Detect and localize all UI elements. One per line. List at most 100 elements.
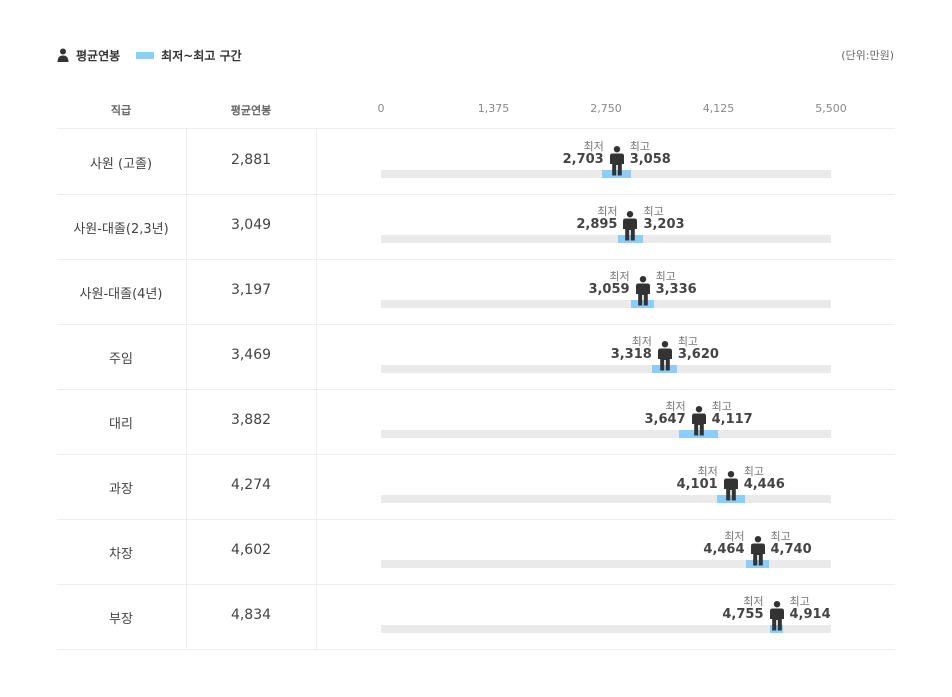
min-tag: 최저: [609, 270, 630, 283]
avg-person-icon: [691, 406, 706, 436]
range-track: [381, 430, 831, 438]
avg-person-icon: [723, 471, 738, 501]
range-track: [381, 235, 831, 243]
salary-range-bar: [617, 235, 644, 243]
min-value-label: 4,755: [722, 607, 764, 622]
rank-label: 주임: [109, 352, 133, 367]
table-row: 부장 4,834 최저 4,755 최고 4,914: [57, 584, 895, 650]
avg-salary-value: 3,197: [230, 282, 272, 298]
range-track: [381, 625, 831, 633]
header-avg: 평균연봉: [230, 104, 272, 117]
max-value-label: 3,336: [655, 282, 697, 297]
range-track: [381, 300, 831, 308]
column-divider: [186, 259, 187, 324]
column-divider: [316, 259, 317, 324]
max-value-label: 4,446: [743, 477, 785, 492]
avg-person-icon: [623, 211, 638, 241]
range-track: [381, 495, 831, 503]
avg-salary-value: 3,049: [230, 217, 272, 233]
max-tag: 최고: [677, 335, 699, 348]
column-divider: [186, 194, 187, 259]
x-tick-label: 4,125: [702, 102, 735, 115]
table-row: 과장 4,274 최저 4,101 최고 4,446: [57, 454, 895, 520]
table-row: 주임 3,469 최저 3,318 최고 3,620: [57, 324, 895, 390]
rank-label: 과장: [109, 482, 133, 497]
unit-label: (단위:만원): [841, 49, 894, 62]
table-row: 사원-대졸(2,3년) 3,049 최저 2,895 최고 3,203: [57, 194, 895, 260]
range-track: [381, 560, 831, 568]
max-tag: 최고: [743, 465, 764, 478]
avg-person-icon: [769, 601, 784, 631]
min-value-label: 3,647: [644, 412, 686, 427]
legend-range-label: 최저~최고 구간: [161, 48, 242, 63]
avg-salary-value: 2,881: [230, 152, 272, 168]
min-tag: 최저: [597, 205, 618, 218]
max-value-label: 4,740: [770, 542, 812, 557]
avg-salary-value: 3,469: [230, 347, 272, 363]
column-divider: [316, 389, 317, 454]
rank-label: 사원 (고졸): [89, 157, 153, 172]
table-row: 사원 (고졸) 2,881 최저 2,703 최고 3,058: [57, 129, 895, 195]
salary-range-bar: [746, 560, 769, 568]
min-tag: 최저: [583, 140, 604, 153]
avg-person-icon: [750, 536, 765, 566]
min-tag: 최저: [697, 465, 718, 478]
max-tag: 최고: [789, 595, 810, 608]
column-divider: [316, 584, 317, 649]
max-tag: 최고: [655, 270, 676, 283]
avg-salary-value: 4,602: [230, 542, 272, 558]
table-row: 대리 3,882 최저 3,647 최고 4,117: [57, 389, 895, 455]
rank-label: 사원-대졸(4년): [79, 287, 163, 302]
column-divider: [186, 389, 187, 454]
rank-label: 차장: [109, 547, 133, 562]
min-value-label: 2,895: [576, 217, 618, 232]
min-tag: 최저: [743, 595, 764, 608]
column-divider: [316, 519, 317, 584]
min-value-label: 4,464: [703, 542, 745, 557]
table-row: 사원-대졸(4년) 3,197 최저 3,059 최고 3,336: [57, 259, 895, 325]
avg-person-icon: [635, 276, 650, 306]
min-value-label: 4,101: [676, 477, 718, 492]
x-tick-label: 2,750: [590, 102, 622, 115]
max-value-label: 3,203: [643, 217, 685, 232]
max-tag: 최고: [629, 140, 650, 153]
max-value-label: 4,914: [789, 607, 831, 622]
legend-range-swatch: [136, 51, 155, 59]
column-divider: [186, 324, 187, 389]
salary-range-bar: [770, 625, 784, 633]
avg-person-icon: [609, 146, 624, 176]
min-tag: 최저: [665, 400, 686, 413]
column-divider: [316, 129, 317, 194]
legend-avg-label: 평균연봉: [76, 48, 121, 63]
avg-salary-value: 3,882: [230, 412, 272, 428]
person-icon: [57, 48, 69, 62]
rank-label: 사원-대졸(2,3년): [73, 222, 169, 237]
min-value-label: 3,059: [588, 282, 630, 297]
column-divider: [186, 129, 187, 194]
max-value-label: 3,058: [629, 152, 671, 167]
salary-range-bar: [716, 495, 745, 503]
column-divider: [186, 519, 187, 584]
salary-range-bar: [631, 300, 654, 308]
header-rank: 직급: [110, 104, 132, 117]
max-tag: 최고: [770, 530, 791, 543]
x-tick-label: 0: [377, 102, 385, 115]
column-divider: [186, 454, 187, 519]
avg-salary-value: 4,274: [230, 477, 272, 493]
avg-salary-value: 4,834: [230, 607, 272, 623]
avg-person-icon: [657, 341, 672, 371]
salary-range-bar: [652, 365, 678, 373]
min-tag: 최저: [724, 530, 745, 543]
max-value-label: 3,620: [677, 347, 719, 362]
max-value-label: 4,117: [711, 412, 753, 427]
rank-label: 부장: [109, 612, 133, 627]
x-tick-label: 5,500: [815, 102, 847, 115]
column-divider: [316, 324, 317, 389]
x-tick-label: 1,375: [477, 102, 510, 115]
min-value-label: 3,318: [610, 347, 652, 362]
range-track: [381, 365, 831, 373]
column-divider: [316, 454, 317, 519]
rank-label: 대리: [109, 417, 133, 432]
table-header: 직급 평균연봉 0 1,375 2,750 4,125 5,500: [57, 96, 895, 129]
max-tag: 최고: [711, 400, 732, 413]
